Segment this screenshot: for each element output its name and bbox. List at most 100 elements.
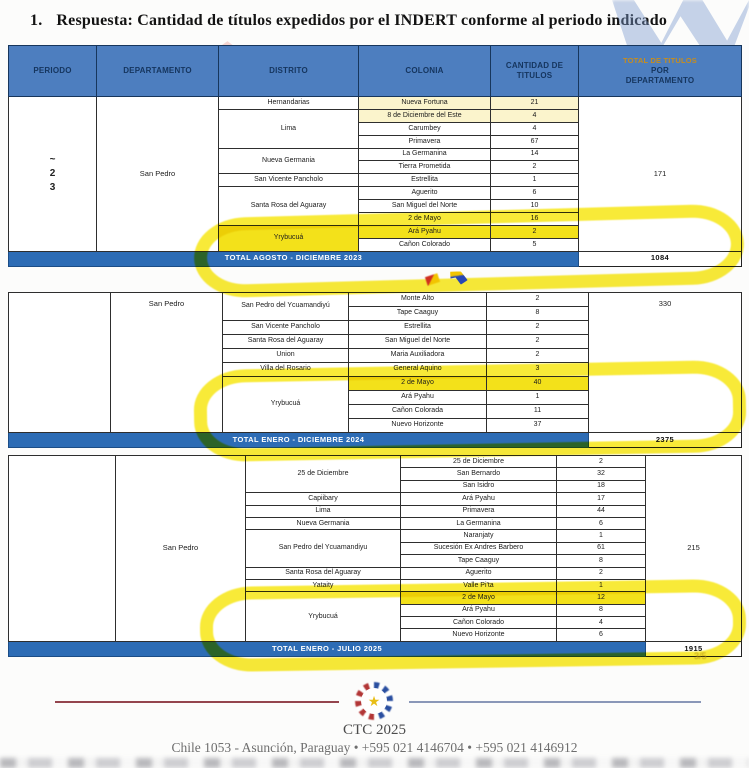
cantidad-cell: 2 — [556, 454, 646, 469]
colonia-cell: Ará Pyahu — [348, 390, 487, 405]
colonia-cell: Sucesión Ex Andres Barbero — [400, 541, 557, 556]
colonia-cell: Nueva Fortuna — [358, 96, 491, 110]
table-row: Nueva Germania La Germanina 6 — [9, 516, 742, 531]
distrito-cell: Nueva Germania — [218, 147, 359, 175]
periodo-cell — [8, 455, 116, 642]
table-row: Nuevo Horizonte 37 — [9, 418, 742, 433]
colonia-cell: Cañon Colorado — [358, 237, 491, 252]
star-icon: ★ — [367, 693, 381, 709]
departamento-cell: San Pedro — [115, 455, 246, 642]
table-row: Santa Rosa del Aguaray Aguerito 2 — [9, 566, 742, 580]
colonia-cell: Valle Pi'ta — [400, 578, 557, 593]
cantidad-cell: 4 — [556, 616, 646, 630]
table-row: Sucesión Ex Andres Barbero 61 — [9, 541, 742, 556]
cantidad-cell: 40 — [486, 376, 589, 391]
cantidad-cell: 4 — [490, 121, 579, 136]
table-row: Yataity Valle Pi'ta 1 — [9, 578, 742, 593]
cantidad-cell: 2 — [556, 566, 646, 580]
cantidad-cell: 6 — [556, 628, 646, 642]
next-page-smudge — [0, 758, 749, 768]
table-row: Tierra Prometida 2 — [9, 160, 742, 175]
departamento-total-cell: 171 — [578, 96, 742, 252]
table-row: Tape Caaguy 8 — [9, 306, 742, 321]
cantidad-cell: 2 — [486, 334, 589, 349]
distrito-cell: Lima — [245, 504, 401, 518]
colonia-cell: Nuevo Horizonte — [400, 628, 557, 642]
table-row: ~2 3 San Pedro Hernandarias Nueva Fortuna 21 1… — [8, 96, 742, 252]
table-row: San Vicente Pancholo Estrellita 1 — [9, 173, 742, 188]
titulos-2025-table: San Pedro 25 de Diciembre 25 de Diciembre 2… — [8, 454, 742, 657]
table-row: Lima 8 de Diciembre del Este 4 — [9, 108, 742, 149]
distrito-cell: San Pedro del Ycuamandiyu — [245, 529, 401, 568]
cantidad-cell: 2 — [486, 292, 589, 307]
cantidad-cell: 4 — [490, 108, 579, 123]
table-row: Ará Pyahu 1 — [9, 390, 742, 405]
colonia-cell: Aguerito — [400, 566, 557, 580]
colonia-cell: San Bernardo — [400, 467, 557, 481]
departamento-total-cell: 215 — [645, 455, 742, 642]
table-row: Yrybucuá 2 de Mayo 40 — [9, 376, 742, 433]
total-bar-label: TOTAL ENERO - JULIO 2025 — [8, 640, 646, 657]
cantidad-cell: 16 — [490, 212, 579, 226]
small-logo-red-icon — [424, 273, 441, 286]
footer-divider-right — [409, 701, 701, 703]
cantidad-cell: 32 — [556, 467, 646, 481]
footer-divider-left — [55, 701, 339, 703]
total-bar-row: TOTAL ENERO - JULIO 2025 1915 — [8, 640, 742, 657]
column-header-departamento: DEPARTAMENTO — [96, 45, 219, 97]
cantidad-cell: 2 — [486, 320, 589, 335]
table-row: Nueva Germania La Germanina 14 — [9, 147, 742, 175]
colonia-cell: Cañon Colorada — [348, 404, 487, 419]
colonia-cell: San Isidro — [400, 479, 557, 494]
colonia-cell: Estrellita — [358, 173, 491, 188]
distrito-cell: San Vicente Pancholo — [218, 173, 359, 188]
departamento-total-cell: 330 — [588, 292, 742, 433]
colonia-cell: Nuevo Horizonte — [348, 418, 487, 433]
distrito-cell: San Pedro del Ycuamandiyú — [222, 292, 349, 321]
table-row: Yrybucuá Ará Pyahu 2 — [9, 224, 742, 252]
titulos-2023-table: PERIODO DEPARTAMENTO DISTRITO COLONIA CANTID… — [8, 45, 742, 267]
colonia-cell: General Aquino — [348, 362, 487, 377]
periodo-char: 2 — [49, 167, 56, 179]
departamento-cell: San Pedro — [110, 292, 223, 433]
table-row: Cañon Colorado 4 — [9, 616, 742, 630]
distrito-cell: Yrybucuá — [245, 591, 401, 642]
table-row: San Miguel del Norte 10 — [9, 199, 742, 214]
cantidad-cell: 6 — [490, 186, 579, 201]
total-bar-value: 1915 — [645, 640, 742, 657]
table-row: Ará Pyahu 8 — [9, 603, 742, 618]
cantidad-cell: 6 — [556, 516, 646, 531]
colonia-cell: La Germanina — [358, 147, 491, 162]
cantidad-cell: 2 — [486, 348, 589, 363]
colonia-cell: Carumbey — [358, 121, 491, 136]
column-header-colonia: COLONIA — [358, 45, 491, 97]
table-row: San Pedro 25 de Diciembre 25 de Diciembre 2… — [8, 454, 742, 642]
emblem-center: ★ — [361, 688, 387, 714]
cantidad-cell: 8 — [486, 306, 589, 321]
cantidad-cell: 8 — [556, 554, 646, 568]
cantidad-cell: 18 — [556, 479, 646, 494]
distrito-cell: Lima — [218, 108, 359, 149]
cantidad-cell: 21 — [490, 96, 579, 110]
column-header-periodo: PERIODO — [8, 45, 97, 97]
cantidad-cell: 11 — [486, 404, 589, 419]
departamento-cell: San Pedro — [96, 96, 219, 252]
colonia-cell: 2 de Mayo — [358, 212, 491, 226]
cantidad-cell: 8 — [556, 603, 646, 618]
colonia-cell: Ará Pyahu — [400, 603, 557, 618]
cantidad-cell: 61 — [556, 541, 646, 556]
colonia-cell: 8 de Diciembre del Este — [358, 108, 491, 123]
table-row: Capiibary Ará Pyahu 17 — [9, 492, 742, 506]
page-indicator: 3/5 — [694, 651, 707, 661]
cantidad-cell: 10 — [490, 199, 579, 214]
colonia-cell: Tape Caaguy — [348, 306, 487, 321]
cantidad-cell: 17 — [556, 492, 646, 506]
periodo-cell: ~2 3 — [8, 96, 97, 252]
column-header-total-line1: TOTAL DE TITULOS — [622, 56, 698, 66]
table-row: Tape Caaguy 8 — [9, 554, 742, 568]
cantidad-cell: 1 — [556, 578, 646, 593]
distrito-cell: San Vicente Pancholo — [222, 320, 349, 335]
cantidad-cell: 14 — [490, 147, 579, 162]
cantidad-cell: 1 — [490, 173, 579, 188]
